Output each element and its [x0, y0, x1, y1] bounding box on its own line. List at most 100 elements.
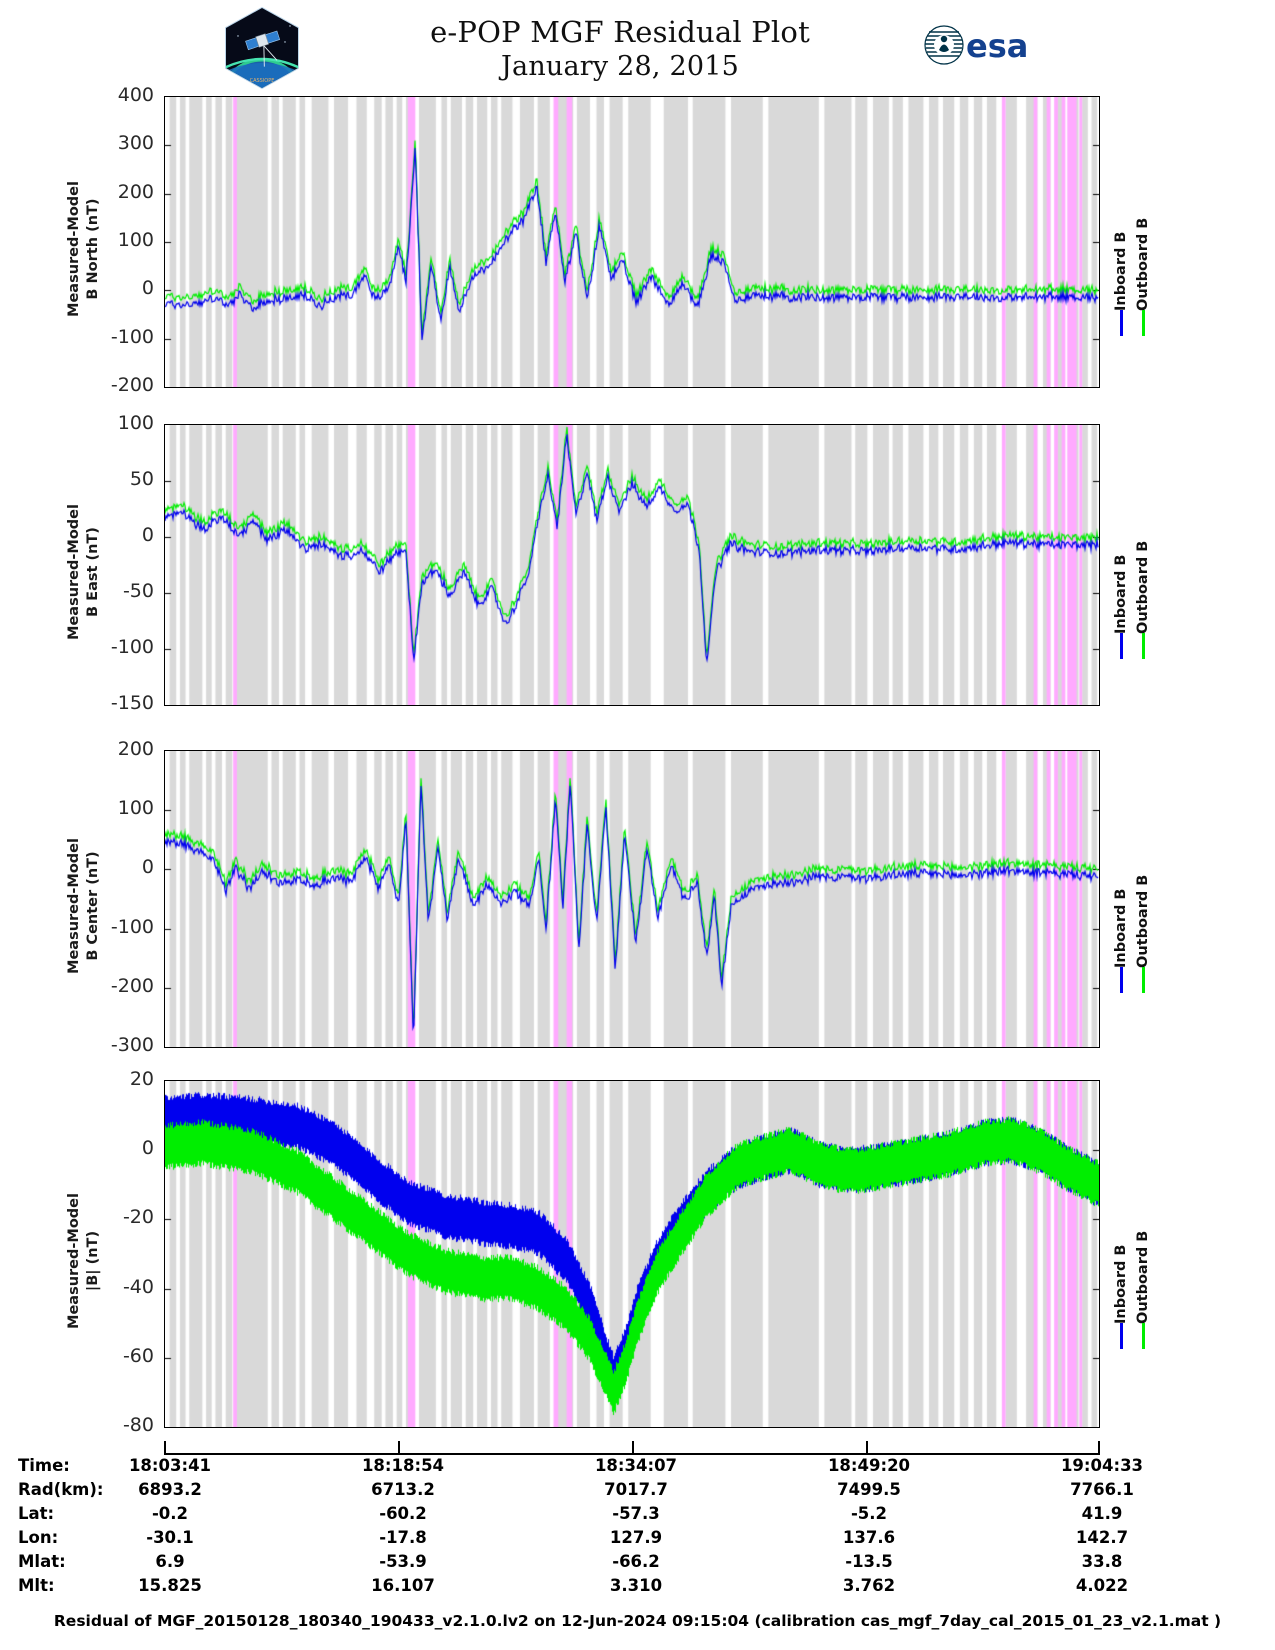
plot-canvas-1 — [165, 425, 1099, 705]
legend-label-inboard-p2: Inboard B — [1113, 888, 1129, 968]
table-cell-time-0: 18:03:41 — [128, 1456, 212, 1475]
esa-logo: esa — [922, 22, 1042, 68]
table-cell-mlt-3: 3.762 — [842, 1576, 896, 1595]
table-cell-time-1: 18:18:54 — [361, 1456, 445, 1475]
table-cell-mlat-0: 6.9 — [155, 1552, 185, 1571]
table-row-label-lon: Lon: — [18, 1528, 59, 1547]
table-cell-lon-4: 142.7 — [1075, 1528, 1129, 1547]
x-axis-line — [164, 1453, 1100, 1455]
legend-swatch-inboard-p2 — [1120, 966, 1123, 993]
table-cell-mlt-0: 15.825 — [138, 1576, 202, 1595]
table-cell-time-3: 18:49:20 — [827, 1456, 911, 1475]
table-cell-lon-0: -30.1 — [146, 1528, 194, 1547]
svg-text:CASSIOPE: CASSIOPE — [250, 78, 275, 84]
table-row: Mlt: 15.825 16.107 3.310 3.762 4.022 — [0, 1576, 1275, 1600]
svg-text:esa: esa — [966, 27, 1028, 65]
table-cell-rad_km-0: 6893.2 — [138, 1480, 202, 1499]
plot-canvas-2 — [165, 751, 1099, 1047]
plot-canvas-0 — [165, 97, 1099, 387]
table-cell-lon-2: 127.9 — [609, 1528, 663, 1547]
y-tick-label-p2-5: -300 — [110, 1034, 154, 1056]
y-tick-label-p3-2: -20 — [122, 1206, 154, 1229]
x-axis-tick-2 — [632, 1441, 634, 1454]
y-tick-label-p1-3: -50 — [122, 580, 154, 602]
table-row: Time: 18:03:41 18:18:54 18:34:07 18:49:20 19:… — [0, 1456, 1275, 1480]
y-tick-label-p3-5: -80 — [122, 1414, 154, 1436]
table-cell-lat-1: -60.2 — [379, 1504, 427, 1523]
table-cell-mlat-1: -53.9 — [379, 1552, 427, 1571]
y-tick-label-p2-4: -200 — [110, 974, 154, 997]
table-row: Lon: -30.1 -17.8 127.9 137.6 142.7 — [0, 1528, 1275, 1552]
y-tick-label-p1-5: -150 — [110, 692, 154, 714]
table-cell-lon-1: -17.8 — [379, 1528, 427, 1547]
table-row-label-lat: Lat: — [18, 1504, 55, 1523]
legend-label-inboard-p3: Inboard B — [1113, 1244, 1129, 1324]
legend-label-outboard-p1: Outboard B — [1135, 540, 1151, 634]
table-cell-mlat-4: 33.8 — [1081, 1552, 1123, 1571]
table-cell-mlt-2: 3.310 — [609, 1576, 663, 1595]
table-cell-lat-2: -57.3 — [612, 1504, 660, 1523]
y-tick-label-p1-4: -100 — [110, 636, 154, 658]
x-axis-tick-0 — [164, 1441, 166, 1454]
plot-panel-3 — [164, 1080, 1100, 1428]
y-tick-label-p3-0: 20 — [129, 1068, 154, 1090]
table-cell-mlat-3: -13.5 — [845, 1552, 893, 1571]
legend-swatch-inboard-p1 — [1120, 632, 1123, 659]
legend-swatch-outboard-p0 — [1142, 309, 1145, 336]
plot-panel-2 — [164, 750, 1100, 1048]
plot-panel-1 — [164, 424, 1100, 706]
y-tick-label-p0-4: 0 — [141, 277, 154, 300]
legend-p1: Inboard B Outboard B — [1108, 424, 1178, 706]
legend-label-inboard-p1: Inboard B — [1113, 554, 1129, 634]
table-row: Rad(km): 6893.2 6713.2 7017.7 7499.5 7766.1 — [0, 1480, 1275, 1504]
x-axis — [164, 1428, 1100, 1455]
legend-p2: Inboard B Outboard B — [1108, 750, 1178, 1048]
table-cell-lat-0: -0.2 — [151, 1504, 189, 1523]
y-axis-label-p2: Measured-Model B Center (nT) — [66, 838, 101, 974]
legend-swatch-inboard-p0 — [1120, 309, 1123, 336]
y-tick-label-p3-4: -60 — [122, 1344, 154, 1367]
x-axis-tick-4 — [1098, 1441, 1100, 1454]
y-tick-label-p0-2: 200 — [117, 180, 154, 203]
legend-swatch-outboard-p1 — [1142, 632, 1145, 659]
title-date: January 28, 2015 — [501, 51, 739, 82]
y-axis-label-p3: Measured-Model |B| (nT) — [66, 1193, 101, 1329]
footer-provenance-note: Residual of MGF_20150128_180340_190433_v… — [53, 1612, 1222, 1630]
y-tick-label-p0-0: 400 — [117, 84, 154, 106]
legend-swatch-inboard-p3 — [1120, 1322, 1123, 1349]
y-tick-label-p2-0: 200 — [117, 738, 154, 760]
table-row-label-mlat: Mlat: — [18, 1552, 66, 1571]
y-tick-label-p0-5: -100 — [110, 325, 154, 348]
page-header: CASSIOPE e-POP MGF Residual Plot January… — [0, 0, 1275, 92]
y-tick-label-p2-2: 0 — [141, 856, 154, 879]
page-title: e-POP MGF Residual Plot January 28, 2015 — [340, 14, 900, 84]
legend-p3: Inboard B Outboard B — [1108, 1080, 1178, 1428]
legend-label-inboard-p0: Inboard B — [1113, 231, 1129, 311]
table-row-label-mlt: Mlt: — [18, 1576, 55, 1595]
table-row: Mlat: 6.9 -53.9 -66.2 -13.5 33.8 — [0, 1552, 1275, 1576]
legend-swatch-outboard-p2 — [1142, 966, 1145, 993]
legend-label-outboard-p2: Outboard B — [1135, 874, 1151, 968]
table-cell-rad_km-4: 7766.1 — [1070, 1480, 1134, 1499]
table-cell-rad_km-3: 7499.5 — [837, 1480, 901, 1499]
y-tick-label-p1-2: 0 — [141, 524, 154, 546]
mission-patch-logo: CASSIOPE — [222, 6, 302, 90]
table-cell-lat-3: -5.2 — [850, 1504, 888, 1523]
y-tick-label-p3-1: 0 — [141, 1137, 154, 1160]
y-tick-label-p0-3: 100 — [117, 229, 154, 251]
table-cell-rad_km-2: 7017.7 — [604, 1480, 668, 1499]
legend-swatch-outboard-p3 — [1142, 1322, 1145, 1349]
table-cell-mlt-1: 16.107 — [371, 1576, 435, 1595]
table-row: Lat: -0.2 -60.2 -57.3 -5.2 41.9 — [0, 1504, 1275, 1528]
y-axis-label-p0: Measured-Model B North (nT) — [66, 181, 101, 317]
legend-p0: Inboard B Outboard B — [1108, 96, 1178, 388]
y-tick-label-p0-1: 300 — [117, 132, 154, 155]
table-cell-mlat-2: -66.2 — [612, 1552, 660, 1571]
table-row-label-rad_km: Rad(km): — [18, 1480, 104, 1499]
ephemeris-table: Time: 18:03:41 18:18:54 18:34:07 18:49:20 19:… — [0, 1456, 1275, 1600]
table-cell-lon-3: 137.6 — [842, 1528, 896, 1547]
y-axis-label-p1: Measured-Model B East (nT) — [66, 504, 101, 640]
y-tick-label-p3-3: -40 — [122, 1275, 154, 1298]
plot-canvas-3 — [165, 1081, 1099, 1427]
table-row-label-time: Time: — [18, 1456, 70, 1475]
